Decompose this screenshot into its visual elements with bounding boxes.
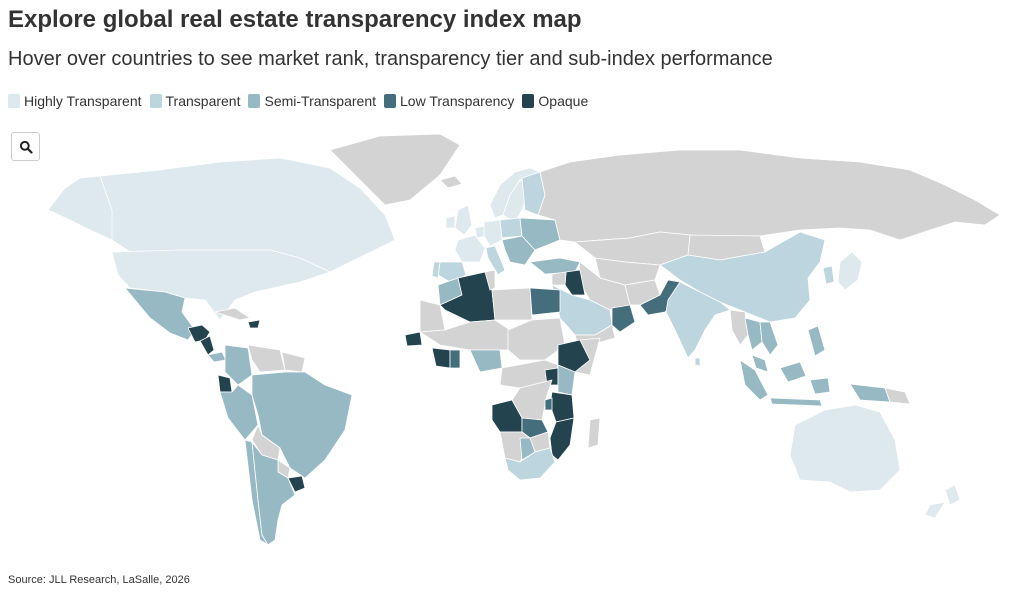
legend-label: Low Transparency <box>400 93 515 109</box>
legend-swatch <box>8 94 20 108</box>
country-senegal[interactable] <box>404 331 423 347</box>
country-south-korea[interactable] <box>822 265 835 285</box>
country-russia[interactable] <box>537 149 1001 243</box>
legend-label: Semi-Transparent <box>264 93 377 109</box>
country-panama[interactable] <box>207 351 227 363</box>
country-somalia[interactable] <box>574 337 601 376</box>
country-uruguay[interactable] <box>287 475 306 493</box>
country-kenya[interactable] <box>557 364 576 396</box>
country-germany[interactable] <box>483 219 503 247</box>
country-brazil[interactable] <box>251 371 353 479</box>
country-iceland[interactable] <box>439 175 463 189</box>
country-chad-sudan[interactable] <box>507 317 566 361</box>
search-button[interactable] <box>11 132 40 161</box>
country-japan[interactable] <box>837 251 863 291</box>
legend-item-low-transparency[interactable]: Low Transparency <box>384 93 514 109</box>
legend-item-transparent[interactable]: Transparent <box>149 93 241 109</box>
country-vietnam-laos[interactable] <box>759 321 779 356</box>
country-colombia[interactable] <box>224 344 253 386</box>
country-alaska[interactable] <box>47 175 113 241</box>
legend-label: Transparent <box>165 93 241 109</box>
country-greenland[interactable] <box>329 133 461 206</box>
country-united-kingdom[interactable] <box>454 204 473 236</box>
country-ireland[interactable] <box>445 215 456 229</box>
country-portugal[interactable] <box>431 261 441 279</box>
country-malaysia[interactable] <box>751 354 807 383</box>
country-oman-uae[interactable] <box>611 304 636 333</box>
country-new-zealand[interactable] <box>924 484 961 519</box>
source-note: Source: JLL Research, LaSalle, 2026 <box>8 574 190 586</box>
country-turkey[interactable] <box>529 257 581 275</box>
country-libya[interactable] <box>491 287 533 321</box>
country-philippines[interactable] <box>807 325 826 357</box>
country-sri-lanka[interactable] <box>694 357 701 367</box>
legend-label: Opaque <box>538 93 589 109</box>
page-subtitle: Hover over countries to see market rank,… <box>8 48 773 70</box>
world-map <box>47 133 1001 546</box>
country-nigeria[interactable] <box>469 349 503 373</box>
legend-swatch <box>149 94 162 108</box>
legend-label: Highly Transparent <box>24 93 142 109</box>
country-peru[interactable] <box>219 384 259 441</box>
country-india[interactable] <box>665 281 731 359</box>
legend-item-semi-transparent[interactable]: Semi-Transparent <box>248 93 376 109</box>
search-icon <box>19 140 33 154</box>
country-ghana[interactable] <box>449 349 461 369</box>
map-legend: Highly Transparent Transparent Semi-Tran… <box>8 93 596 109</box>
legend-item-highly-transparent[interactable]: Highly Transparent <box>8 93 142 109</box>
country-myanmar[interactable] <box>729 309 749 346</box>
country-cote-divoire[interactable] <box>431 347 451 369</box>
country-poland[interactable] <box>499 217 523 239</box>
country-venezuela[interactable] <box>247 344 286 373</box>
country-ecuador[interactable] <box>217 374 233 393</box>
country-indonesia[interactable] <box>739 359 891 407</box>
country-rwanda[interactable] <box>544 397 553 411</box>
country-egypt[interactable] <box>529 287 561 316</box>
country-argentina[interactable] <box>251 441 296 546</box>
page-title: Explore global real estate transparency … <box>8 6 582 33</box>
country-australia[interactable] <box>789 404 901 493</box>
legend-swatch <box>384 94 397 108</box>
legend-swatch <box>248 94 261 108</box>
country-italy[interactable] <box>485 245 506 276</box>
country-ukraine[interactable] <box>519 217 561 251</box>
country-dominican-republic[interactable] <box>247 319 261 329</box>
country-cuba[interactable] <box>214 307 251 321</box>
legend-item-opaque[interactable]: Opaque <box>522 93 588 109</box>
country-syria[interactable] <box>551 271 567 286</box>
country-guianas[interactable] <box>281 351 306 373</box>
country-tanzania[interactable] <box>549 391 575 423</box>
country-madagascar[interactable] <box>587 417 601 449</box>
country-nicaragua-costa-rica[interactable] <box>199 335 215 356</box>
country-papua-new-guinea[interactable] <box>884 387 911 405</box>
country-malawi-mozambique[interactable] <box>549 417 575 461</box>
country-france[interactable] <box>454 234 486 263</box>
country-tunisia[interactable] <box>484 269 496 291</box>
country-south-africa[interactable] <box>504 447 556 481</box>
country-guatemala-honduras[interactable] <box>187 324 211 343</box>
country-thailand[interactable] <box>744 317 763 351</box>
legend-swatch <box>522 94 535 108</box>
